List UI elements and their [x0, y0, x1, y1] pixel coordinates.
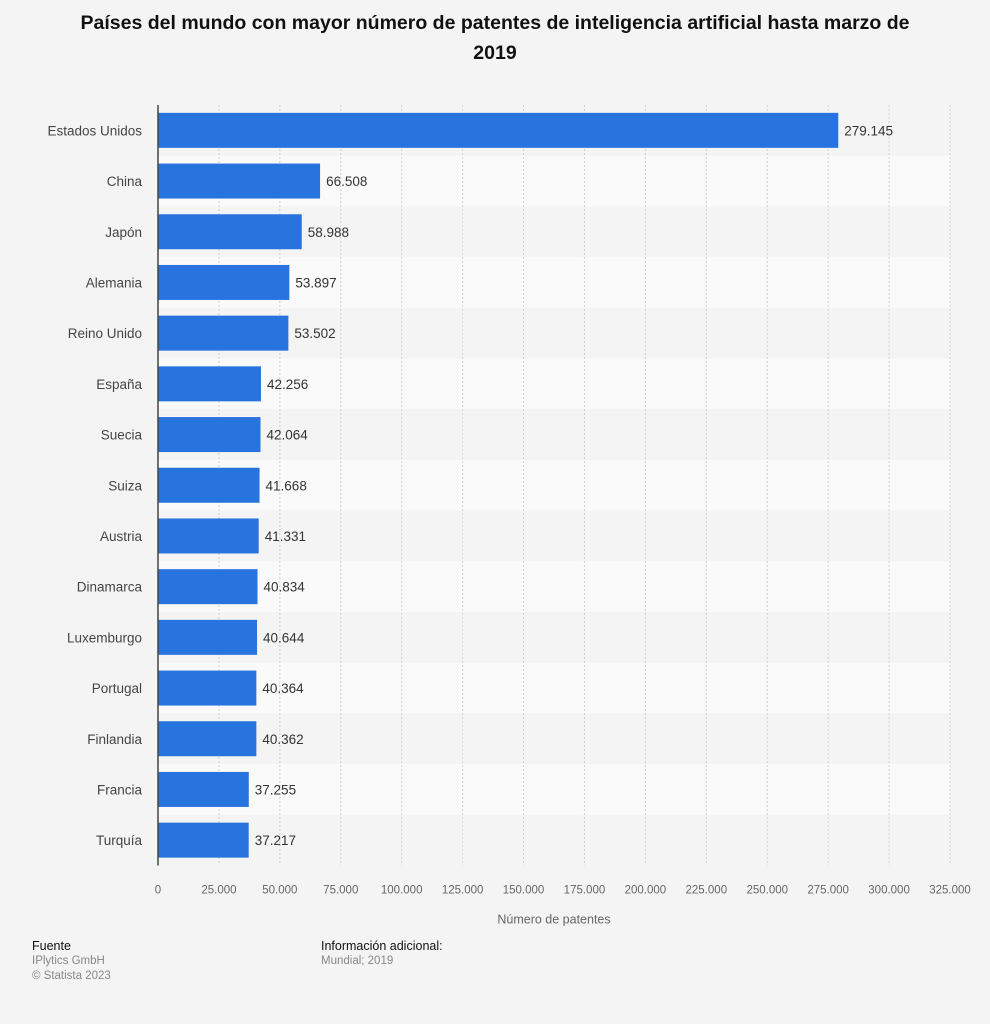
row-stripe — [158, 764, 950, 815]
x-tick-label: 25.000 — [201, 885, 236, 897]
bar — [158, 112, 839, 148]
bar — [158, 518, 259, 554]
category-label: Finlandia — [87, 732, 142, 747]
data-label: 40.834 — [264, 580, 306, 595]
data-label: 41.331 — [265, 529, 306, 544]
info-heading: Información adicional: — [321, 939, 443, 953]
x-tick-label: 300.000 — [868, 885, 910, 897]
x-tick-label: 150.000 — [503, 885, 545, 897]
category-label: Japón — [105, 225, 142, 240]
info-block: Información adicional: Mundial; 2019 — [321, 939, 443, 969]
bar — [158, 264, 290, 300]
x-tick-label: 100.000 — [381, 885, 423, 897]
bar — [158, 163, 321, 199]
row-stripe — [158, 257, 950, 308]
bar — [158, 569, 258, 605]
bars — [158, 112, 839, 858]
row-stripe — [158, 814, 950, 866]
category-label: China — [107, 174, 143, 189]
x-tick-label: 175.000 — [564, 885, 606, 897]
x-tick-label: 0 — [155, 885, 161, 897]
data-label: 40.364 — [262, 681, 304, 696]
data-label: 279.145 — [844, 123, 893, 138]
row-stripe — [158, 561, 950, 612]
bar — [158, 771, 249, 807]
category-labels: Estados Unidos China Japón Alemania Reino Un… — [47, 123, 142, 848]
source-block: Fuente IPlytics GmbH © Statista 2023 — [32, 939, 111, 984]
source-heading: Fuente — [32, 939, 71, 953]
row-stripe — [158, 459, 950, 511]
x-tick-label: 75.000 — [323, 885, 358, 897]
bar — [158, 721, 257, 757]
source-line-1: IPlytics GmbH — [32, 955, 105, 967]
x-tick-label: 275.000 — [807, 885, 849, 897]
data-label: 66.508 — [326, 174, 367, 189]
x-tick-label: 250.000 — [746, 885, 788, 897]
bar — [158, 417, 261, 453]
source-line-2: © Statista 2023 — [32, 970, 111, 982]
data-label: 42.256 — [267, 377, 308, 392]
x-tick-labels: 0 25.000 50.000 75.000 100.000 125.000 150.000… — [155, 885, 971, 897]
row-stripe — [158, 307, 950, 359]
grid-lines — [218, 105, 951, 866]
category-label: Estados Unidos — [47, 123, 142, 138]
category-label: Luxemburgo — [67, 630, 142, 645]
data-label: 40.362 — [262, 732, 303, 747]
data-label: 41.668 — [266, 478, 307, 493]
x-tick-label: 200.000 — [625, 885, 667, 897]
category-label: Alemania — [86, 275, 143, 290]
bar — [158, 670, 257, 706]
row-stripe — [158, 713, 950, 765]
bar-chart: 279.145 66.508 58.988 53.897 53.502 42.256 42.… — [47, 105, 971, 927]
data-label: 53.897 — [295, 275, 336, 290]
data-label: 37.255 — [255, 782, 296, 797]
bar — [158, 315, 289, 351]
chart-title: Países del mundo con mayor número de pat… — [80, 12, 910, 64]
x-tick-label: 225.000 — [686, 885, 728, 897]
data-label: 42.064 — [267, 428, 309, 443]
row-stripe — [158, 510, 950, 562]
category-label: Dinamarca — [77, 580, 143, 595]
value-labels: 279.145 66.508 58.988 53.897 53.502 42.256 42.… — [255, 123, 893, 848]
category-label: Portugal — [92, 681, 142, 696]
bar — [158, 822, 249, 858]
row-stripe — [158, 409, 950, 460]
data-label: 58.988 — [308, 225, 349, 240]
data-label: 37.217 — [255, 833, 296, 848]
x-tick-label: 125.000 — [442, 885, 484, 897]
category-label: Suecia — [101, 428, 143, 443]
category-label: Francia — [97, 782, 143, 797]
category-label: Turquía — [96, 833, 143, 848]
bar — [158, 214, 302, 250]
data-label: 53.502 — [294, 326, 335, 341]
bar — [158, 366, 261, 402]
category-label: España — [96, 377, 142, 392]
row-stripe — [158, 358, 950, 410]
data-label: 40.644 — [263, 630, 305, 645]
category-label: Reino Unido — [68, 326, 142, 341]
info-line-1: Mundial; 2019 — [321, 955, 394, 967]
category-label: Austria — [100, 529, 143, 544]
bar — [158, 467, 260, 503]
x-tick-label: 325.000 — [929, 885, 971, 897]
row-stripe — [158, 612, 950, 663]
x-tick-label: 50.000 — [262, 885, 297, 897]
category-label: Suiza — [108, 478, 142, 493]
row-stripe — [158, 662, 950, 714]
bar — [158, 619, 258, 655]
x-axis-label: Número de patentes — [497, 913, 610, 927]
